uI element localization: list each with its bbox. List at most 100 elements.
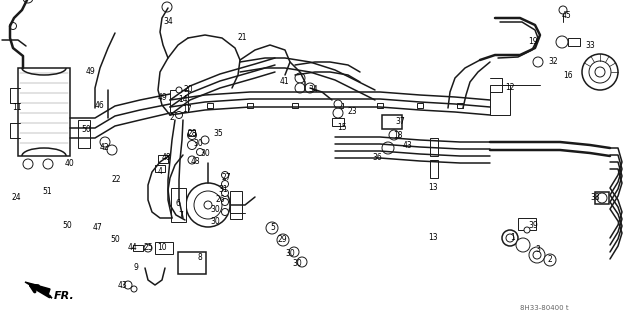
Text: 2: 2 (548, 256, 553, 264)
Circle shape (175, 112, 182, 118)
Circle shape (43, 159, 53, 169)
Circle shape (221, 198, 228, 205)
Circle shape (559, 6, 567, 14)
Polygon shape (25, 282, 52, 298)
Bar (78, 120, 90, 148)
Circle shape (589, 61, 611, 83)
Circle shape (221, 189, 228, 197)
Circle shape (506, 234, 514, 242)
Circle shape (556, 36, 568, 48)
Bar (207, 103, 213, 108)
Text: 15: 15 (337, 123, 347, 132)
Text: 30: 30 (292, 258, 301, 268)
Text: 39: 39 (528, 220, 538, 229)
Circle shape (289, 247, 299, 257)
Text: 17: 17 (182, 106, 191, 115)
Text: 21: 21 (237, 33, 246, 42)
Circle shape (595, 67, 605, 77)
Circle shape (305, 83, 315, 93)
Circle shape (544, 254, 556, 266)
Circle shape (333, 108, 343, 118)
Text: 30: 30 (210, 218, 220, 226)
Bar (430, 138, 438, 156)
Circle shape (188, 130, 196, 139)
Bar (457, 103, 463, 108)
Circle shape (204, 201, 212, 209)
Circle shape (266, 222, 278, 234)
Circle shape (382, 142, 394, 154)
Text: 48: 48 (162, 153, 172, 162)
Text: 30: 30 (285, 249, 295, 257)
Text: 3: 3 (535, 246, 540, 255)
Text: 20: 20 (183, 85, 193, 94)
Text: 13: 13 (428, 183, 438, 192)
Circle shape (533, 251, 541, 259)
Text: 10: 10 (157, 243, 166, 253)
Text: 12: 12 (505, 84, 515, 93)
Circle shape (502, 230, 518, 246)
Text: 27: 27 (222, 174, 232, 182)
Text: 25: 25 (143, 243, 152, 253)
Text: 34: 34 (308, 85, 317, 94)
Text: 24: 24 (12, 194, 22, 203)
Bar (332, 118, 344, 126)
Circle shape (524, 227, 530, 233)
Circle shape (334, 100, 342, 108)
Text: 16: 16 (563, 70, 573, 79)
Circle shape (295, 73, 305, 83)
Circle shape (100, 137, 110, 147)
Bar (292, 103, 298, 108)
Text: 50: 50 (62, 220, 72, 229)
Text: 46: 46 (95, 100, 105, 109)
Text: 34: 34 (163, 18, 173, 26)
Text: 23: 23 (348, 108, 358, 116)
Circle shape (516, 238, 530, 252)
Circle shape (221, 181, 228, 188)
Text: 14: 14 (178, 95, 188, 105)
Text: 11: 11 (12, 103, 22, 113)
Text: 1: 1 (510, 234, 515, 242)
Bar (178, 252, 206, 274)
Text: 31: 31 (218, 186, 228, 195)
Circle shape (194, 191, 222, 219)
Text: 40: 40 (65, 159, 75, 167)
Text: 38: 38 (590, 194, 600, 203)
Text: 6: 6 (175, 198, 180, 207)
Circle shape (582, 54, 618, 90)
Bar (518, 218, 536, 230)
Text: 32: 32 (548, 57, 557, 66)
Text: 37: 37 (395, 117, 404, 127)
Circle shape (597, 193, 607, 203)
Text: 51: 51 (42, 188, 52, 197)
Circle shape (80, 134, 88, 142)
Circle shape (80, 124, 88, 132)
Text: 43: 43 (118, 280, 128, 290)
Text: 2: 2 (170, 114, 175, 122)
Circle shape (277, 234, 289, 246)
Text: 30: 30 (193, 138, 203, 147)
Text: 47: 47 (93, 224, 103, 233)
Text: 49: 49 (158, 93, 168, 101)
Circle shape (188, 156, 196, 164)
Circle shape (10, 23, 17, 29)
Circle shape (188, 140, 196, 150)
Text: 43: 43 (191, 158, 201, 167)
Circle shape (529, 247, 545, 263)
Circle shape (176, 87, 182, 93)
Text: 33: 33 (585, 41, 595, 49)
Bar (382, 115, 402, 129)
Text: 28: 28 (187, 129, 196, 137)
Text: 49: 49 (86, 68, 96, 77)
Bar (170, 90, 188, 112)
Text: 41: 41 (280, 78, 290, 86)
Text: 36: 36 (372, 153, 381, 162)
Bar (155, 242, 173, 254)
Bar (595, 192, 609, 204)
Bar (171, 188, 186, 222)
Circle shape (221, 209, 228, 216)
Text: 5: 5 (270, 224, 275, 233)
Text: 50: 50 (110, 235, 120, 244)
Bar (18, 68, 70, 156)
Text: 43: 43 (403, 140, 413, 150)
Circle shape (389, 130, 399, 140)
